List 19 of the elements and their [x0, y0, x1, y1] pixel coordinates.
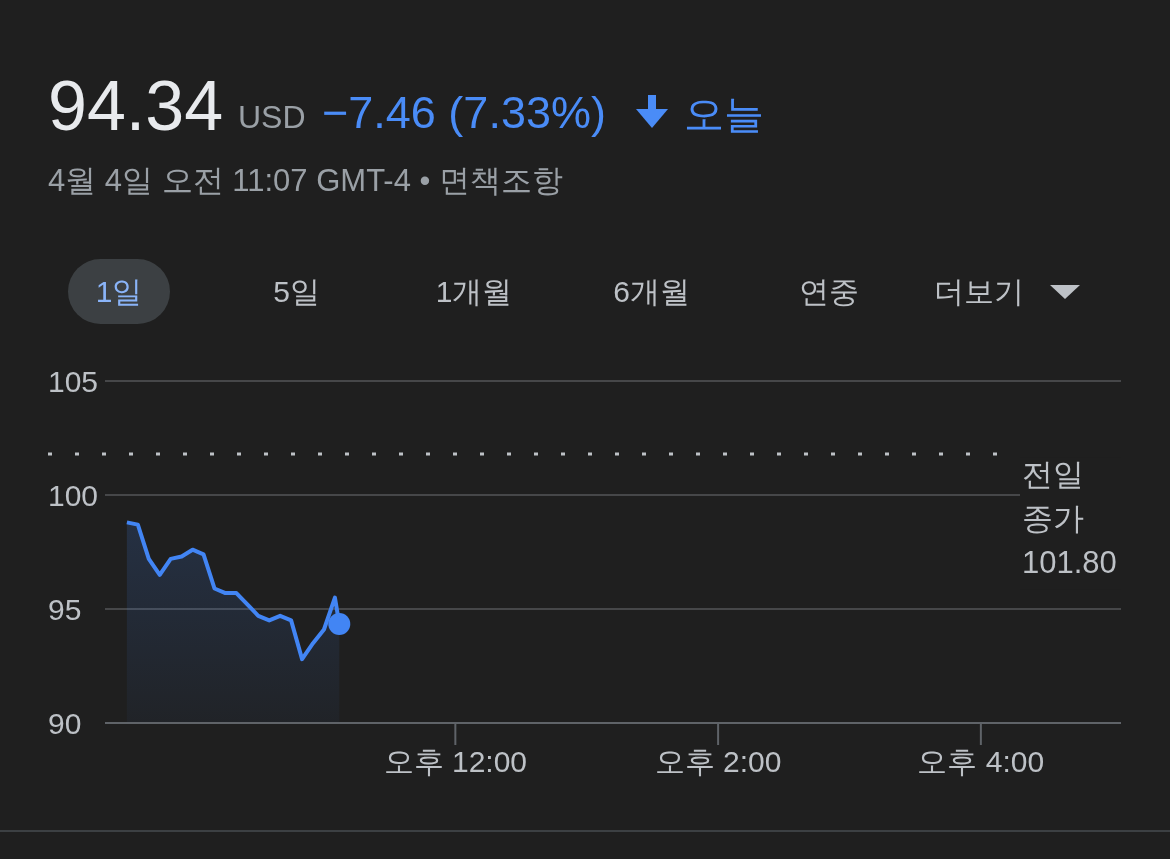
text: 오늘	[684, 92, 764, 137]
y-tick-label: 90	[48, 706, 82, 740]
text: 6개월	[613, 274, 690, 308]
chart-subtitle: 4월 4일 오전 11:07 GMT-4 • 면책조항	[48, 162, 564, 198]
y-tick-label: 105	[48, 364, 99, 398]
x-tick-label: 오후 4:00	[917, 745, 1045, 779]
text: 더보기	[933, 274, 1024, 308]
text: USD	[238, 98, 306, 135]
ref-line-label: 전일 종가 101.80	[1022, 456, 1117, 580]
x-tick-label: 오후 12:00	[383, 745, 528, 779]
text: 1개월	[435, 274, 513, 308]
y-tick-label: 95	[48, 592, 82, 626]
x-tick-label: 오후 2:00	[654, 745, 782, 779]
text: 5일	[273, 274, 320, 308]
text: 연중	[799, 274, 859, 308]
chart-title: 94.34	[48, 66, 224, 145]
text: −7.46 (7.33%)	[322, 86, 606, 138]
text: 1일	[95, 274, 143, 308]
y-tick-label: 100	[48, 478, 99, 512]
